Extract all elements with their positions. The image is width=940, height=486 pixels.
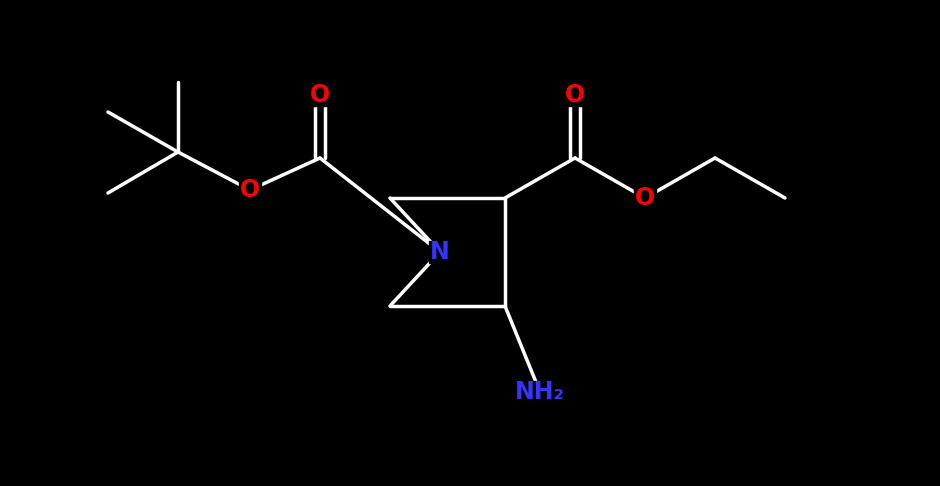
Text: O: O (310, 83, 330, 107)
Bar (564, 84, 586, 106)
Bar (240, 179, 260, 201)
Bar (525, 381, 556, 403)
Text: O: O (634, 186, 655, 210)
Bar (430, 241, 450, 263)
Text: O: O (240, 178, 260, 202)
Text: N: N (431, 240, 450, 264)
Bar (309, 84, 331, 106)
Bar (634, 187, 655, 209)
Text: O: O (565, 83, 585, 107)
Text: NH₂: NH₂ (515, 380, 565, 404)
